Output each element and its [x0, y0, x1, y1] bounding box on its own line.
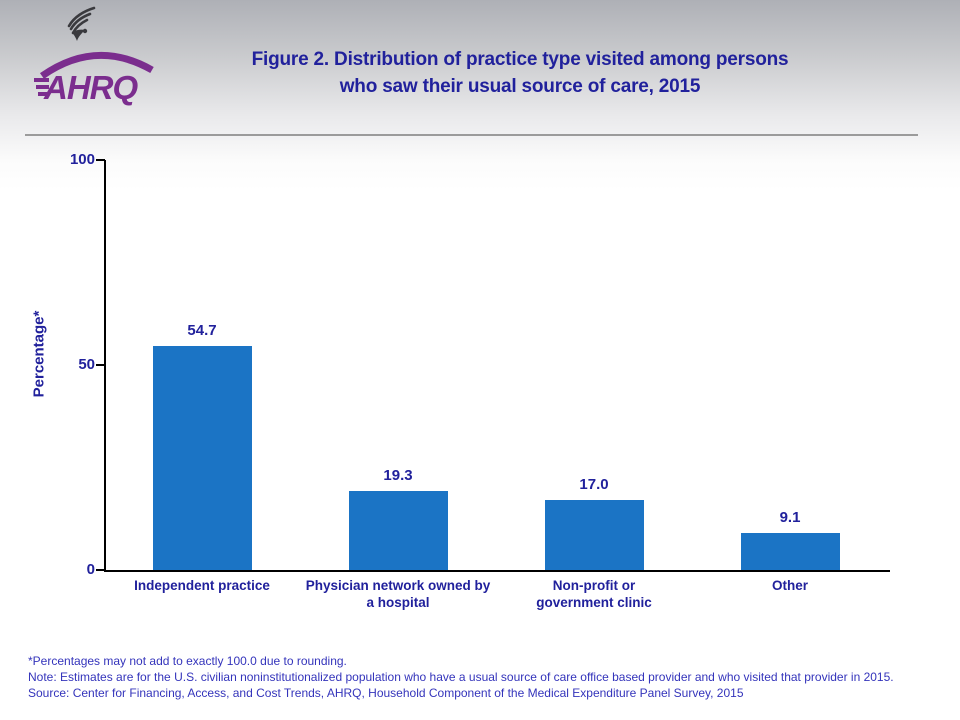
bar [348, 491, 448, 570]
y-axis-label: Percentage* [30, 310, 48, 398]
footnote-source: Source: Center for Financing, Access, an… [28, 686, 744, 700]
bar [544, 500, 644, 570]
category-label: Independent practice [134, 578, 270, 593]
ahrq-logo-text: AHRQ [34, 51, 154, 106]
bar-value-label: 19.3 [383, 467, 413, 484]
bar [740, 533, 840, 570]
y-axis-line [104, 160, 106, 572]
figure-title-line1: Figure 2. Distribution of practice type … [251, 49, 789, 70]
footnotes: *Percentages may not add to exactly 100.… [28, 653, 938, 701]
y-tick-mark [96, 159, 105, 161]
category-label: Other [771, 578, 808, 593]
bar-value-label: 54.7 [187, 322, 217, 339]
svg-text:AHRQ: AHRQ [43, 69, 138, 106]
footnote-rounding: *Percentages may not add to exactly 100.… [28, 654, 347, 668]
ahrq-logo: AHRQ [34, 2, 164, 107]
y-tick-label: 0 [86, 561, 95, 578]
y-tick-mark [96, 569, 105, 571]
y-tick-mark [96, 364, 105, 366]
bar-value-label: 17.0 [579, 476, 609, 493]
x-axis-line [104, 570, 890, 572]
figure-title: Figure 2. Distribution of practice type … [160, 46, 880, 100]
bar [152, 346, 252, 570]
figure-title-line2: who saw their usual source of care, 2015 [339, 76, 701, 97]
logo-swoosh [39, 51, 154, 79]
y-tick-label: 50 [78, 356, 95, 373]
hhs-eagle-icon [67, 6, 96, 41]
category-label: Physician network owned by a hospital [305, 578, 491, 610]
bar-value-label: 9.1 [779, 509, 801, 526]
y-tick-label: 100 [69, 151, 95, 168]
category-label: Non-profit or government clinic [536, 578, 652, 610]
footnote-note: Note: Estimates are for the U.S. civilia… [28, 670, 894, 684]
header-divider-line [25, 134, 918, 136]
